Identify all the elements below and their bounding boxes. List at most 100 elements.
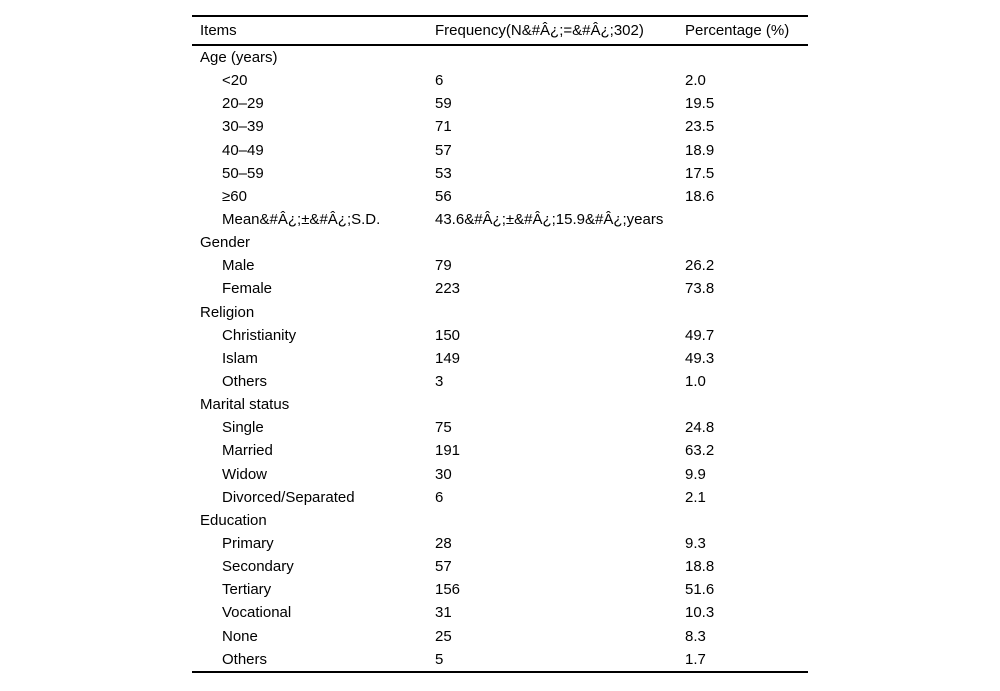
- item-cell: Islam: [222, 349, 258, 367]
- item-cell: 40–49: [222, 141, 264, 159]
- table-row: Married 191 63.2: [192, 439, 808, 462]
- percentage-cell: 1.7: [685, 650, 706, 668]
- frequency-cell: 57: [435, 558, 452, 576]
- percentage-cell: 63.2: [685, 442, 715, 460]
- table-row: Gender: [192, 231, 808, 254]
- table-row: Islam 149 49.3: [192, 347, 808, 370]
- percentage-cell: 1.0: [685, 373, 706, 391]
- table-row: <20 6 2.0: [192, 69, 808, 92]
- table-row: None 25 8.3: [192, 625, 808, 648]
- percentage-cell: 10.3: [685, 604, 715, 622]
- frequency-cell: 30: [435, 465, 452, 483]
- table-row: Male 79 26.2: [192, 254, 808, 277]
- percentage-cell: 26.2: [685, 257, 715, 275]
- frequency-cell: 149: [435, 349, 461, 367]
- table-row: Christianity 150 49.7: [192, 324, 808, 347]
- frequency-cell: 6: [435, 488, 444, 506]
- percentage-cell: 18.8: [685, 558, 715, 576]
- item-cell: Vocational: [222, 604, 292, 622]
- frequency-cell: 191: [435, 442, 461, 460]
- table-row: Age (years): [192, 46, 808, 69]
- percentage-cell: 9.9: [685, 465, 706, 483]
- percentage-cell: 2.1: [685, 488, 706, 506]
- item-cell: ≥60: [222, 187, 247, 205]
- frequency-cell: 56: [435, 187, 452, 205]
- frequency-cell: 59: [435, 95, 452, 113]
- percentage-cell: 49.7: [685, 326, 715, 344]
- item-cell: 30–39: [222, 118, 264, 136]
- item-cell: 20–29: [222, 95, 264, 113]
- frequency-cell: 156: [435, 581, 461, 599]
- table-row: 30–39 71 23.5: [192, 115, 808, 138]
- item-cell: Secondary: [222, 558, 294, 576]
- table-row: Others 3 1.0: [192, 370, 808, 393]
- table-row: Female 223 73.8: [192, 277, 808, 300]
- percentage-cell: 49.3: [685, 349, 715, 367]
- frequency-cell: 71: [435, 118, 452, 136]
- table-row: Divorced/Separated 6 2.1: [192, 486, 808, 509]
- table-row: 20–29 59 19.5: [192, 92, 808, 115]
- table-row: Tertiary 156 51.6: [192, 578, 808, 601]
- frequency-cell: 53: [435, 164, 452, 182]
- percentage-cell: 19.5: [685, 95, 715, 113]
- frequency-cell: 43.6&#Â¿;±&#Â¿;15.9&#Â¿;years: [435, 211, 664, 229]
- table-row: 40–49 57 18.9: [192, 139, 808, 162]
- item-cell: None: [222, 627, 258, 645]
- item-cell: Gender: [200, 234, 251, 252]
- frequency-cell: 75: [435, 419, 452, 437]
- percentage-cell: 2.0: [685, 72, 706, 90]
- frequency-cell: 57: [435, 141, 452, 159]
- table-row: Single 75 24.8: [192, 416, 808, 439]
- percentage-cell: 24.8: [685, 419, 715, 437]
- table-body: Age (years) <20 6 2.0 20–29 59 19.5 30–3…: [192, 46, 808, 671]
- column-header-items: Items: [200, 22, 237, 39]
- table-row: Others 5 1.7: [192, 648, 808, 671]
- item-cell: Christianity: [222, 326, 297, 344]
- frequency-cell: 3: [435, 373, 444, 391]
- item-cell: Married: [222, 442, 273, 460]
- table-row: ≥60 56 18.6: [192, 185, 808, 208]
- frequency-cell: 79: [435, 257, 452, 275]
- item-cell: Others: [222, 650, 268, 668]
- table-row: Vocational 31 10.3: [192, 601, 808, 624]
- item-cell: Age (years): [200, 49, 278, 67]
- percentage-cell: 51.6: [685, 581, 715, 599]
- table-row: Secondary 57 18.8: [192, 555, 808, 578]
- item-cell: Tertiary: [222, 581, 272, 599]
- item-cell: Single: [222, 419, 264, 437]
- item-cell: Male: [222, 257, 255, 275]
- percentage-cell: 18.9: [685, 141, 715, 159]
- item-cell: Others: [222, 373, 268, 391]
- percentage-cell: 17.5: [685, 164, 715, 182]
- frequency-cell: 28: [435, 535, 452, 553]
- table-row: Religion: [192, 301, 808, 324]
- frequency-cell: 25: [435, 627, 452, 645]
- percentage-cell: 73.8: [685, 280, 715, 298]
- item-cell: Marital status: [200, 396, 290, 414]
- table-row: Primary 28 9.3: [192, 532, 808, 555]
- percentage-cell: 18.6: [685, 187, 715, 205]
- item-cell: Female: [222, 280, 273, 298]
- frequency-cell: 5: [435, 650, 444, 668]
- percentage-cell: 9.3: [685, 535, 706, 553]
- table-row: Education: [192, 509, 808, 532]
- frequency-cell: 31: [435, 604, 452, 622]
- item-cell: Widow: [222, 465, 268, 483]
- table-row: 50–59 53 17.5: [192, 162, 808, 185]
- item-cell: Education: [200, 511, 267, 529]
- table-row: Widow 30 9.9: [192, 463, 808, 486]
- item-cell: Religion: [200, 303, 255, 321]
- frequency-cell: 150: [435, 326, 461, 344]
- column-header-frequency: Frequency(N&#Â¿;=&#Â¿;302): [435, 22, 644, 39]
- table-row: Marital status: [192, 393, 808, 416]
- percentage-cell: 23.5: [685, 118, 715, 136]
- table-row: Mean&#Â¿;±&#Â¿;S.D. 43.6&#Â¿;±&#Â¿;15.9&…: [192, 208, 808, 231]
- item-cell: Divorced/Separated: [222, 488, 355, 506]
- demographics-table: Items Frequency(N&#Â¿;=&#Â¿;302) Percent…: [192, 15, 808, 673]
- column-header-percentage: Percentage (%): [685, 22, 790, 39]
- item-cell: <20: [222, 72, 248, 90]
- item-cell: 50–59: [222, 164, 264, 182]
- item-cell: Mean&#Â¿;±&#Â¿;S.D.: [222, 211, 381, 229]
- percentage-cell: 8.3: [685, 627, 706, 645]
- table-header-row: Items Frequency(N&#Â¿;=&#Â¿;302) Percent…: [192, 17, 808, 46]
